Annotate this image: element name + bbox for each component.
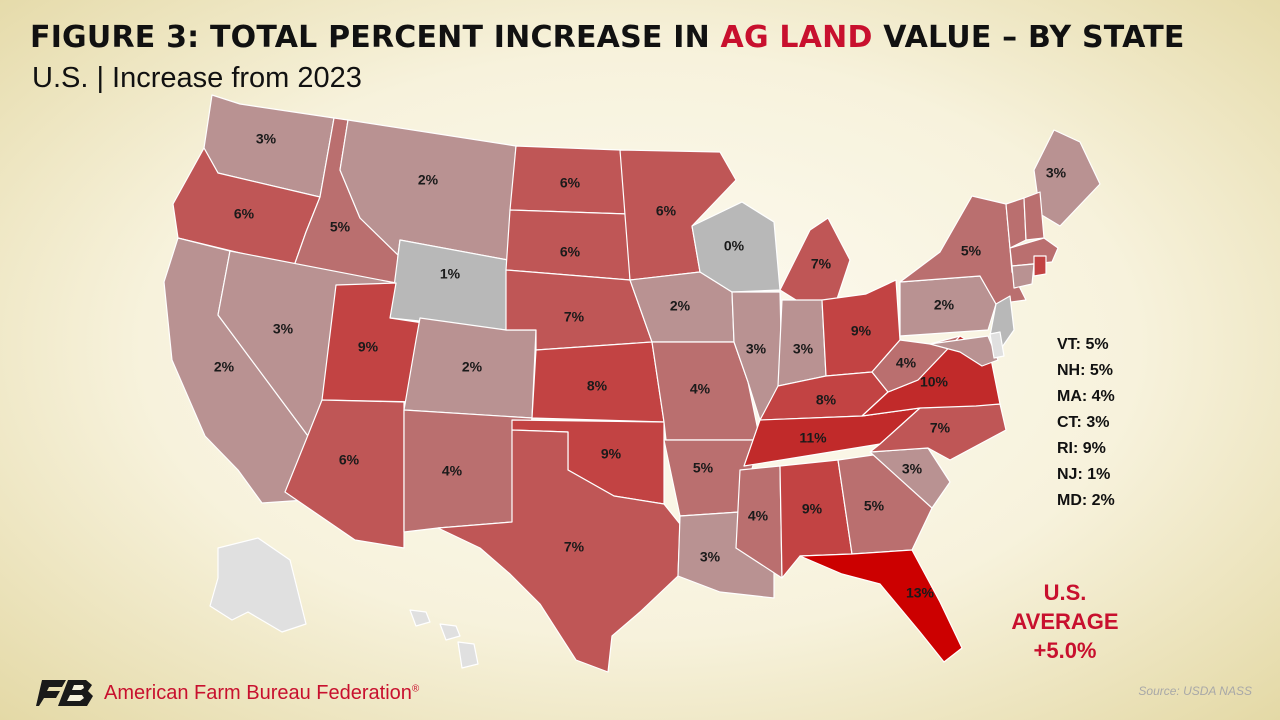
labels-layer: 3% 6% 2% 5% 3% 2% 1% 9% 6% 2% 4% 6% 6% 7% 8% 9% 7% 6% 2% 4%… [214, 131, 1067, 601]
state-label-il: 3% [746, 341, 767, 357]
state-label-ut: 9% [358, 339, 379, 355]
small-state-ct: CT: 3% [1057, 414, 1110, 431]
states-layer [163, 94, 1101, 673]
state-az [284, 399, 405, 549]
afbf-logo-icon [36, 680, 93, 706]
us-average-line2: AVERAGE [1011, 609, 1119, 634]
small-state-nj: NJ: 1% [1057, 466, 1111, 483]
state-me [1033, 129, 1101, 227]
state-label-mo: 4% [690, 381, 711, 397]
afbf-logo: American Farm Bureau Federation® [36, 678, 419, 708]
state-label-la: 3% [700, 549, 721, 565]
state-label-ms: 4% [748, 508, 769, 524]
state-label-az: 6% [339, 452, 360, 468]
state-de [989, 331, 1005, 359]
us-average-callout: U.S. AVERAGE +5.0% [1000, 578, 1130, 665]
state-label-wi: 0% [724, 238, 745, 254]
state-label-tx: 7% [564, 539, 585, 555]
state-label-nm: 4% [442, 463, 463, 479]
state-label-in: 3% [793, 341, 814, 357]
state-ak [209, 537, 307, 633]
small-state-md: MD: 2% [1057, 492, 1115, 509]
state-wv [871, 335, 961, 393]
state-label-pa: 2% [934, 297, 955, 313]
state-label-sc: 3% [902, 461, 923, 477]
state-label-or: 6% [234, 206, 255, 222]
state-label-ne: 7% [564, 309, 585, 325]
organization-name: American Farm Bureau Federation® [104, 682, 419, 705]
state-md [929, 335, 999, 367]
state-label-ky: 8% [816, 392, 837, 408]
title-prefix: FIGURE 3: TOTAL PERCENT INCREASE IN [30, 20, 721, 55]
state-label-ca: 2% [214, 359, 235, 375]
state-label-va: 10% [920, 374, 949, 390]
state-label-fl: 13% [906, 585, 935, 601]
state-hi [409, 609, 479, 669]
registered-mark: ® [411, 682, 420, 694]
state-label-co: 2% [462, 359, 483, 375]
state-ct [1011, 263, 1035, 289]
state-label-ar: 5% [693, 460, 714, 476]
title-suffix: VALUE – BY STATE [872, 20, 1185, 55]
state-label-ks: 8% [587, 378, 608, 394]
state-label-me: 3% [1046, 165, 1067, 181]
title-highlight: AG LAND [720, 20, 873, 55]
state-ri [1033, 255, 1047, 277]
state-label-ga: 5% [864, 498, 885, 514]
state-label-wy: 1% [440, 266, 461, 282]
state-fl [799, 549, 963, 663]
organization-text: American Farm Bureau Federation [104, 681, 412, 704]
state-label-oh: 9% [851, 323, 872, 339]
figure-title: FIGURE 3: TOTAL PERCENT INCREASE IN AG L… [30, 20, 1185, 55]
us-average-line1: U.S. [1043, 580, 1087, 605]
state-label-ny: 5% [961, 243, 982, 259]
small-state-vt: VT: 5% [1057, 336, 1109, 353]
state-label-id: 5% [330, 219, 351, 235]
state-label-wa: 3% [256, 131, 277, 147]
state-vt [1005, 197, 1027, 249]
small-state-nh: NH: 5% [1057, 362, 1114, 379]
state-label-ok: 9% [601, 446, 622, 462]
state-label-sd: 6% [560, 244, 581, 260]
state-label-nd: 6% [560, 175, 581, 191]
source-note: Source: USDA NASS [1138, 684, 1252, 698]
state-label-mn: 6% [656, 203, 677, 219]
state-label-ia: 2% [670, 298, 691, 314]
state-nh [1023, 191, 1045, 241]
small-states-list: VT: 5% NH: 5% MA: 4% CT: 3% RI: 9% NJ: 1… [1057, 332, 1115, 514]
small-state-ri: RI: 9% [1057, 440, 1106, 457]
state-label-mt: 2% [418, 172, 439, 188]
state-label-wv: 4% [896, 355, 917, 371]
state-label-al: 9% [802, 501, 823, 517]
small-state-ma: MA: 4% [1057, 388, 1115, 405]
state-label-nc: 7% [930, 420, 951, 436]
us-average-value: +5.0% [1033, 638, 1097, 663]
state-label-nv: 3% [273, 321, 294, 337]
state-label-tn: 11% [799, 430, 827, 446]
state-label-mi: 7% [811, 256, 832, 272]
figure-subtitle: U.S. | Increase from 2023 [32, 62, 362, 94]
